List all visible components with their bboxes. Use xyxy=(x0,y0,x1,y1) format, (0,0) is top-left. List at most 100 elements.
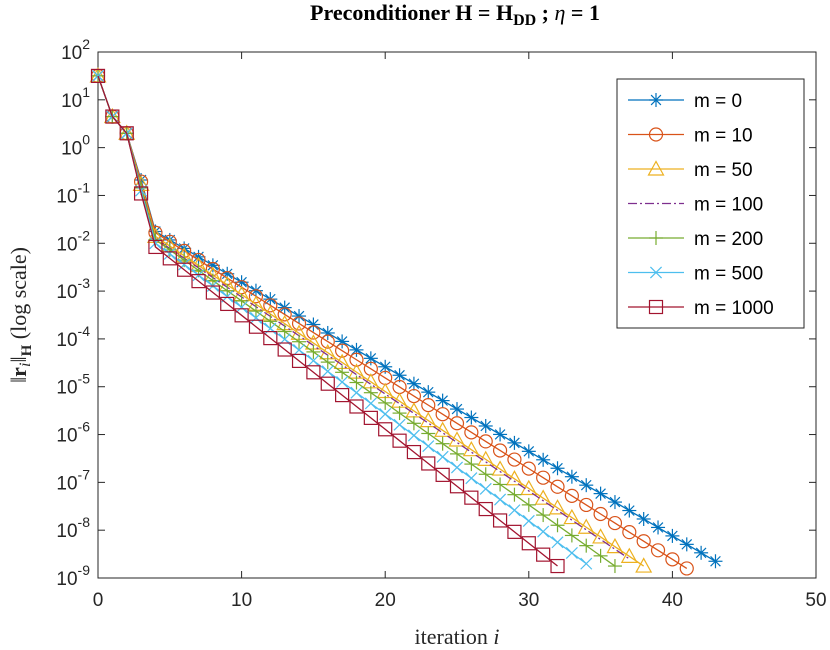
data-point xyxy=(234,308,249,323)
data-point xyxy=(392,433,407,448)
data-point xyxy=(406,444,422,460)
y-tick-label: 10-3 xyxy=(56,275,90,303)
data-point xyxy=(407,429,420,442)
y-tick-label: 10-2 xyxy=(56,227,90,255)
data-point xyxy=(593,486,608,501)
data-point xyxy=(650,543,666,558)
legend-entry: m = 0 xyxy=(628,91,742,112)
data-point xyxy=(622,525,637,540)
y-tick-label: 10-7 xyxy=(56,466,90,494)
data-point xyxy=(577,518,595,534)
data-point xyxy=(392,368,407,383)
data-point xyxy=(694,545,709,560)
data-point xyxy=(679,561,694,576)
data-point xyxy=(478,467,493,482)
data-point xyxy=(277,307,292,322)
x-tick-label: 40 xyxy=(662,590,683,611)
series-m=200 xyxy=(91,68,622,574)
series-m=1000 xyxy=(90,68,565,574)
legend-label: m = 200 xyxy=(694,229,763,250)
data-point xyxy=(292,334,307,349)
data-point xyxy=(464,410,479,425)
data-point xyxy=(464,425,479,440)
data-point xyxy=(563,508,581,525)
data-point xyxy=(264,322,277,335)
data-point xyxy=(320,334,335,349)
data-point xyxy=(406,416,421,431)
data-point xyxy=(148,239,163,255)
data-point xyxy=(620,547,638,563)
legend: m = 0 m = 10 m = 50 m = 100 m = 200 m = 500 m … xyxy=(616,78,805,329)
data-point xyxy=(306,317,321,332)
data-point xyxy=(665,552,680,567)
data-point xyxy=(277,342,292,357)
x-tick-label: 30 xyxy=(518,590,539,611)
data-point xyxy=(349,352,364,367)
data-point xyxy=(350,386,363,399)
y-axis-label: ‖ri‖H (log scale) xyxy=(6,247,35,383)
data-point xyxy=(406,376,421,391)
data-point xyxy=(507,452,522,467)
legend-label: m = 50 xyxy=(694,160,753,181)
data-point xyxy=(235,301,248,314)
series-line xyxy=(97,75,688,569)
data-point xyxy=(364,397,377,410)
data-point xyxy=(421,426,436,441)
data-point xyxy=(133,186,149,201)
data-point xyxy=(536,452,551,467)
data-point xyxy=(335,387,350,403)
y-tick-label: 102 xyxy=(61,36,90,64)
data-point xyxy=(521,444,536,459)
data-point xyxy=(435,407,450,422)
data-point xyxy=(149,237,162,250)
legend-entry: m = 100 xyxy=(628,195,763,216)
data-point xyxy=(306,344,321,359)
data-point xyxy=(464,457,479,472)
x-tick-label: 50 xyxy=(805,590,826,611)
y-tick-label: 10-4 xyxy=(56,323,90,351)
data-point xyxy=(292,309,307,324)
data-point xyxy=(191,274,206,289)
legend-marker xyxy=(649,231,663,245)
legend-entry: m = 10 xyxy=(628,126,753,147)
data-point xyxy=(378,395,393,410)
data-point xyxy=(392,406,407,421)
data-point xyxy=(162,251,177,266)
data-point xyxy=(248,304,263,319)
data-point xyxy=(580,557,593,570)
data-point xyxy=(321,365,334,378)
data-point xyxy=(248,319,264,334)
x-tick-label: 10 xyxy=(231,590,252,611)
data-point xyxy=(320,355,335,370)
data-point xyxy=(478,501,493,517)
data-point xyxy=(507,524,522,539)
data-point xyxy=(178,258,191,271)
data-point xyxy=(550,461,565,476)
data-point xyxy=(508,504,521,517)
data-point xyxy=(450,461,464,474)
data-point xyxy=(679,537,694,552)
series-m=10 xyxy=(90,68,694,576)
data-point xyxy=(336,375,349,389)
data-point xyxy=(277,324,292,339)
legend-marker xyxy=(647,160,665,176)
data-point xyxy=(363,410,378,425)
legend-marker xyxy=(648,299,664,315)
data-point xyxy=(579,478,594,493)
data-point xyxy=(293,343,306,356)
data-point xyxy=(607,495,622,510)
data-point xyxy=(249,311,262,324)
data-point xyxy=(349,375,364,390)
data-point xyxy=(493,427,508,442)
data-point xyxy=(607,559,622,574)
y-tick-label: 10-8 xyxy=(56,514,90,542)
data-point xyxy=(579,538,594,553)
data-point xyxy=(521,497,536,512)
data-point xyxy=(521,461,536,476)
data-point xyxy=(307,354,320,367)
series-layer xyxy=(89,67,723,576)
legend-label: m = 1000 xyxy=(694,298,774,319)
legend-entry: m = 50 xyxy=(628,160,753,181)
data-point xyxy=(551,536,564,549)
